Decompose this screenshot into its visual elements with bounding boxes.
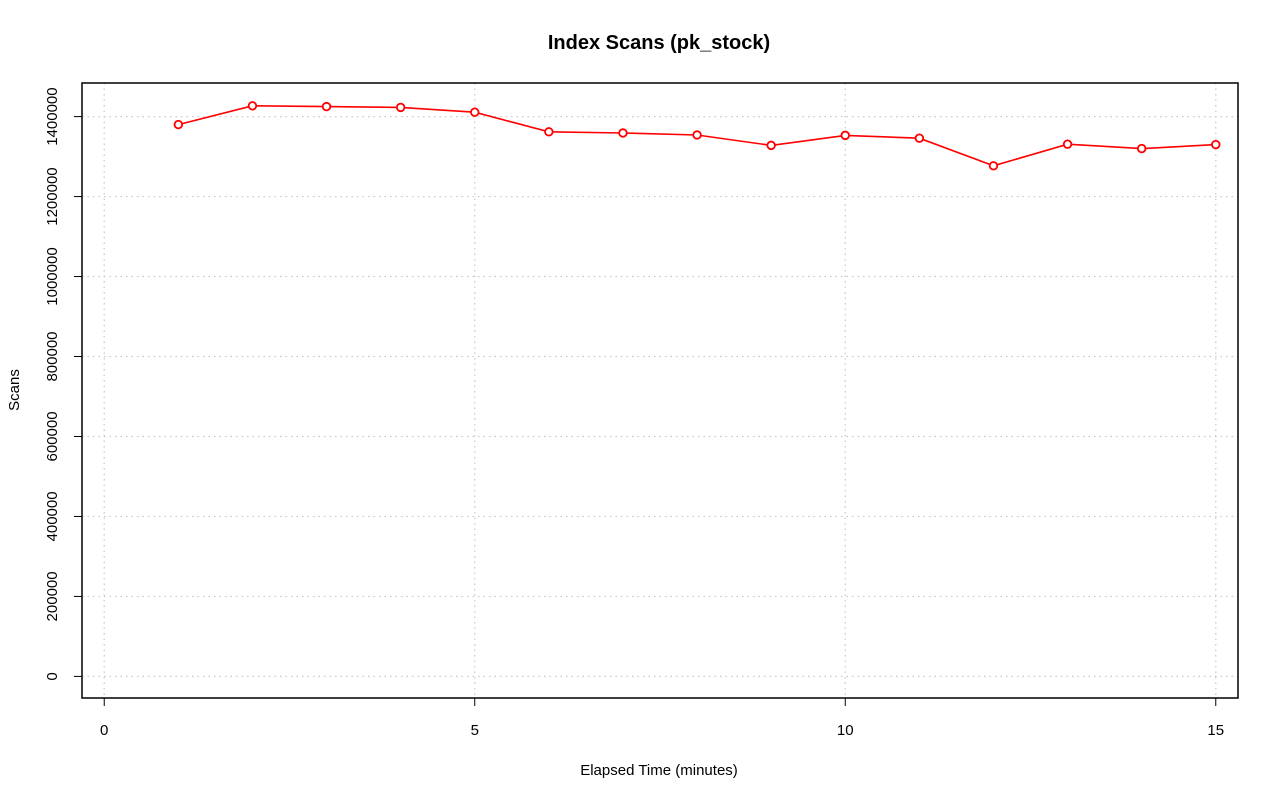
y-axis-label: Scans [6, 369, 23, 411]
x-tick-label: 5 [471, 722, 479, 739]
data-point [618, 128, 628, 138]
x-tick-label: 10 [837, 722, 854, 739]
grid [82, 83, 1238, 698]
data-point [321, 101, 332, 112]
y-tick-label: 800000 [44, 331, 61, 381]
y-tick-label: 0 [44, 672, 61, 680]
x-axis-label: Elapsed Time (minutes) [580, 762, 738, 779]
data-point [470, 107, 480, 117]
y-tick-label: 1200000 [44, 167, 61, 225]
data-point [914, 133, 925, 143]
data-point [766, 140, 776, 151]
data-point [1211, 139, 1221, 150]
data-point [692, 130, 702, 140]
y-tick-label: 200000 [44, 571, 61, 621]
chart-title: Index Scans (pk_stock) [548, 32, 770, 54]
x-tick-label: 0 [100, 722, 108, 739]
plot-frame [81, 82, 1239, 699]
axes: 0 5 10 15 0 200000 400000 600000 800000 1000000 12… [44, 82, 1239, 739]
data-point [988, 161, 999, 171]
y-tick-label: 1000000 [44, 247, 61, 305]
data-point [173, 119, 184, 130]
y-tick-label: 400000 [44, 491, 61, 541]
series-layer [173, 101, 1221, 171]
data-point [544, 127, 554, 137]
data-point [247, 101, 258, 111]
data-point [1136, 143, 1147, 154]
x-tick-label: 15 [1207, 722, 1224, 739]
data-point [840, 130, 850, 141]
data-point [395, 102, 406, 113]
y-tick-label: 600000 [44, 411, 61, 461]
data-point [1062, 139, 1073, 149]
y-tick-label: 1400000 [44, 87, 61, 145]
